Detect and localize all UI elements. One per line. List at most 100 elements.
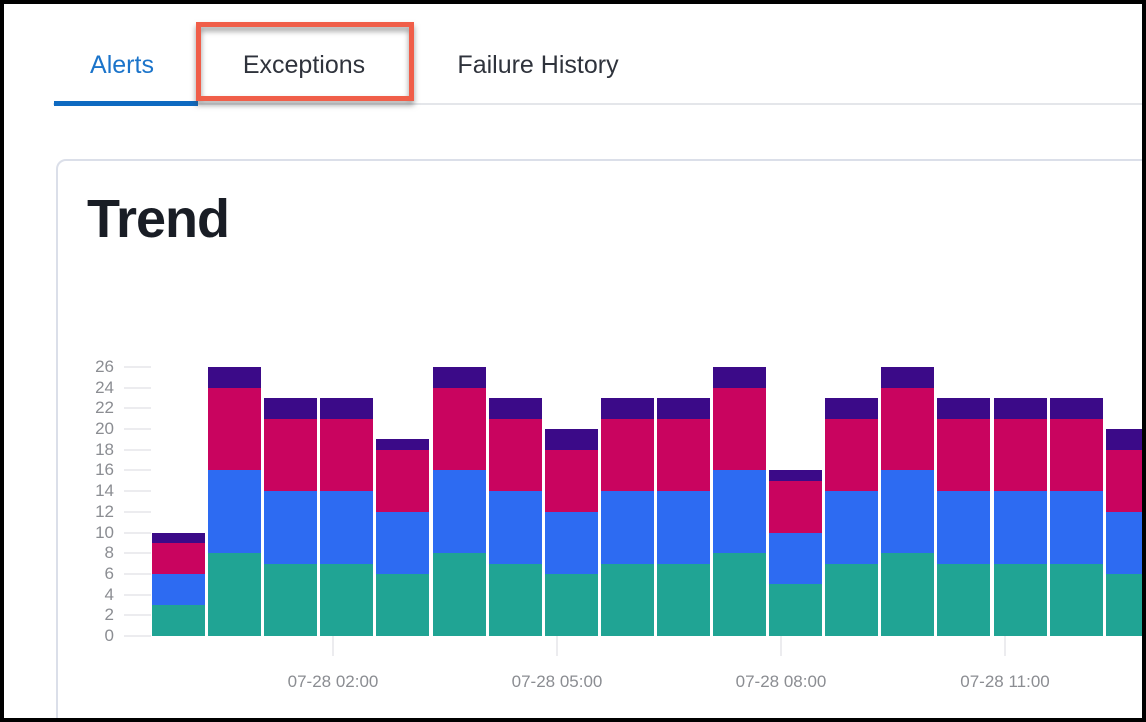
bar-segment-blue[interactable] bbox=[881, 470, 935, 554]
bar-segment-magenta[interactable] bbox=[993, 418, 1047, 492]
bar-segment-purple[interactable] bbox=[881, 367, 935, 388]
bar-segment-purple[interactable] bbox=[825, 398, 879, 419]
bar-segment-magenta[interactable] bbox=[488, 418, 542, 492]
bar-segment-teal[interactable] bbox=[993, 563, 1047, 636]
bar-segment-purple[interactable] bbox=[544, 429, 598, 450]
bar-segment-magenta[interactable] bbox=[544, 449, 598, 512]
y-axis-label: 22 bbox=[95, 398, 114, 418]
bar-segment-teal[interactable] bbox=[488, 563, 542, 636]
bar-segment-blue[interactable] bbox=[825, 491, 879, 564]
bar-segment-blue[interactable] bbox=[1049, 491, 1103, 564]
y-axis-tick bbox=[124, 490, 151, 493]
bar-segment-teal[interactable] bbox=[1105, 573, 1142, 636]
bar-segment-purple[interactable] bbox=[376, 439, 430, 450]
bar-segment-teal[interactable] bbox=[544, 573, 598, 636]
tab-bar-divider bbox=[53, 103, 1142, 105]
card-title: Trend bbox=[87, 189, 230, 249]
bar-segment-magenta[interactable] bbox=[937, 418, 991, 492]
bar-segment-purple[interactable] bbox=[1049, 398, 1103, 419]
trend-stacked-bar-chart: 0 2 4 6 8 10 12 14 16 18 20 22 24 26 07-28 02:00 07-28 … bbox=[4, 4, 1142, 718]
bar-segment-blue[interactable] bbox=[1105, 511, 1142, 574]
x-axis-label: 07-28 05:00 bbox=[511, 672, 603, 691]
y-axis-tick bbox=[124, 366, 151, 368]
y-axis-label: 8 bbox=[104, 543, 114, 563]
x-axis-tick bbox=[332, 636, 334, 656]
bar-segment-purple[interactable] bbox=[1105, 429, 1142, 450]
bar-segment-magenta[interactable] bbox=[656, 418, 710, 492]
bar-segment-purple[interactable] bbox=[713, 367, 766, 388]
bar-segment-blue[interactable] bbox=[769, 532, 823, 585]
bar-segment-magenta[interactable] bbox=[208, 387, 262, 471]
bar-segment-magenta[interactable] bbox=[713, 387, 766, 471]
bar-segment-teal[interactable] bbox=[881, 553, 935, 636]
bar-segment-blue[interactable] bbox=[376, 511, 430, 574]
bar-segment-teal[interactable] bbox=[937, 563, 991, 636]
bar-segment-blue[interactable] bbox=[656, 491, 710, 564]
bar-segment-blue[interactable] bbox=[937, 491, 991, 564]
bar-segment-blue[interactable] bbox=[208, 470, 262, 554]
y-axis-label: 20 bbox=[95, 419, 114, 439]
bar-segment-blue[interactable] bbox=[488, 491, 542, 564]
y-axis-tick bbox=[124, 635, 151, 637]
bar-segment-magenta[interactable] bbox=[769, 480, 823, 533]
bar-segment-teal[interactable] bbox=[152, 604, 205, 636]
bar-segment-purple[interactable] bbox=[320, 398, 374, 419]
bar-segment-magenta[interactable] bbox=[376, 449, 430, 512]
bar-segment-blue[interactable] bbox=[432, 470, 486, 554]
bar-segment-purple[interactable] bbox=[600, 398, 654, 419]
bar-segment-magenta[interactable] bbox=[600, 418, 654, 492]
bar-segment-blue[interactable] bbox=[993, 491, 1047, 564]
y-axis-label: 18 bbox=[95, 439, 114, 459]
y-axis-tick bbox=[124, 614, 151, 617]
y-axis-label: 14 bbox=[95, 481, 114, 501]
bar-segment-teal[interactable] bbox=[769, 584, 823, 636]
y-axis-tick bbox=[124, 572, 151, 575]
bar-segment-magenta[interactable] bbox=[1105, 449, 1142, 512]
bar-segment-teal[interactable] bbox=[376, 573, 430, 636]
tab-alerts[interactable]: Alerts bbox=[90, 51, 154, 79]
bar-segment-teal[interactable] bbox=[600, 563, 654, 636]
bar-segment-teal[interactable] bbox=[208, 553, 262, 636]
bar-segment-blue[interactable] bbox=[264, 491, 318, 564]
bar-segment-magenta[interactable] bbox=[881, 387, 935, 471]
tab-failure-history[interactable]: Failure History bbox=[457, 51, 619, 79]
bar-segment-teal[interactable] bbox=[656, 563, 710, 636]
bar-segment-blue[interactable] bbox=[713, 470, 766, 554]
bar-segment-purple[interactable] bbox=[769, 470, 823, 481]
active-tab-underline bbox=[54, 101, 198, 106]
y-axis-label: 12 bbox=[95, 501, 114, 521]
y-axis-tick bbox=[124, 552, 151, 555]
bar-segment-purple[interactable] bbox=[937, 398, 991, 419]
y-axis-tick bbox=[124, 469, 151, 472]
tab-exceptions[interactable]: Exceptions bbox=[242, 51, 366, 79]
bar-segment-blue[interactable] bbox=[320, 491, 374, 564]
bar-segment-magenta[interactable] bbox=[1049, 418, 1103, 492]
bar-segment-magenta[interactable] bbox=[825, 418, 879, 492]
bar-segment-magenta[interactable] bbox=[320, 418, 374, 492]
bar-segment-purple[interactable] bbox=[993, 398, 1047, 419]
bar-segment-purple[interactable] bbox=[656, 398, 710, 419]
bar-segment-teal[interactable] bbox=[1049, 563, 1103, 636]
bar-segment-blue[interactable] bbox=[600, 491, 654, 564]
y-axis-tick bbox=[124, 448, 151, 451]
bar-segment-teal[interactable] bbox=[713, 553, 766, 636]
bar-segment-purple[interactable] bbox=[208, 367, 262, 388]
bar-segment-blue[interactable] bbox=[152, 573, 205, 605]
bar-segment-purple[interactable] bbox=[152, 532, 205, 543]
bar-segment-purple[interactable] bbox=[264, 398, 318, 419]
y-axis-label: 0 bbox=[104, 626, 114, 645]
bar-segment-purple[interactable] bbox=[488, 398, 542, 419]
bar-segment-teal[interactable] bbox=[320, 563, 374, 636]
bar-segment-teal[interactable] bbox=[432, 553, 486, 636]
y-axis-tick bbox=[124, 593, 151, 596]
bar-segment-purple[interactable] bbox=[432, 367, 486, 388]
bar-segment-teal[interactable] bbox=[825, 563, 879, 636]
bar-segment-magenta[interactable] bbox=[432, 387, 486, 471]
bar-segment-magenta[interactable] bbox=[264, 418, 318, 492]
bar-segment-blue[interactable] bbox=[544, 511, 598, 574]
bar-segment-teal[interactable] bbox=[264, 563, 318, 636]
y-axis-tick bbox=[124, 531, 151, 534]
bar-segment-magenta[interactable] bbox=[152, 542, 205, 574]
x-axis-label: 07-28 11:00 bbox=[960, 672, 1050, 691]
